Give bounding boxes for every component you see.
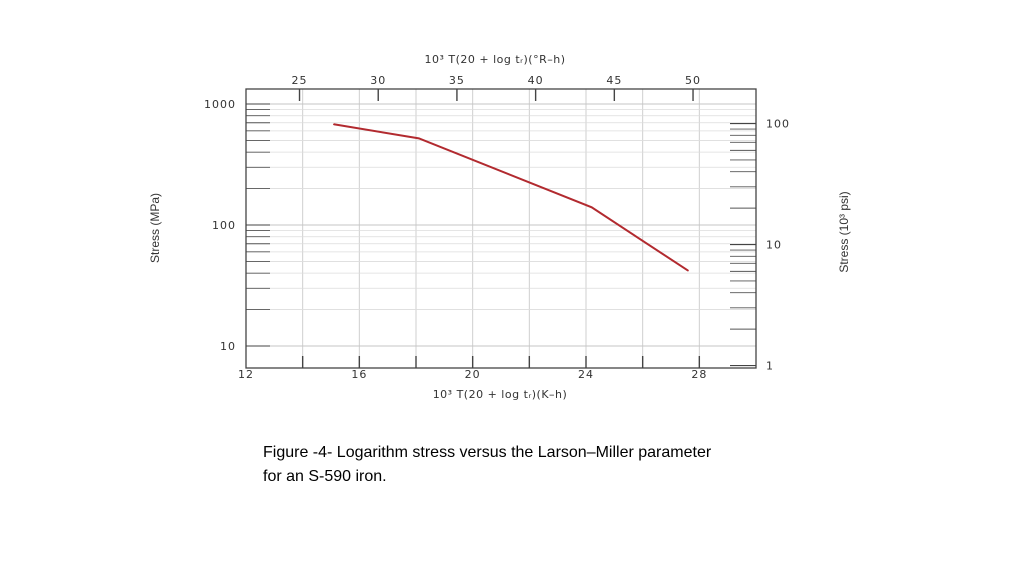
right-tick-label: 100 xyxy=(766,118,790,131)
top-tick-label: 30 xyxy=(370,74,386,87)
caption-line-1: Figure -4- Logarithm stress versus the L… xyxy=(263,444,712,461)
bottom-axis-title: 10³ T(20 + log tᵣ)(K–h) xyxy=(433,388,568,401)
tick-labels: 12 16 20 24 28 25 30 35 40 45 50 10 100 1000 1 10 100 xyxy=(204,74,790,381)
series-line xyxy=(333,123,689,272)
bottom-tick-label: 16 xyxy=(351,368,367,381)
bottom-tick-label: 28 xyxy=(691,368,707,381)
left-tick-label: 10 xyxy=(220,340,236,353)
series-point xyxy=(687,269,689,272)
top-tick-label: 35 xyxy=(449,74,465,87)
right-tick-label: 10 xyxy=(766,239,782,252)
caption-line-2: for an S-590 iron. xyxy=(263,468,387,485)
top-axis-title: 10³ T(20 + log tᵣ)(°R–h) xyxy=(424,53,565,66)
bottom-tick-label: 24 xyxy=(578,368,594,381)
top-tick-label: 50 xyxy=(685,74,701,87)
top-tick-label: 40 xyxy=(528,74,544,87)
series-point xyxy=(418,137,420,140)
grid xyxy=(246,89,756,368)
bottom-tick-label: 20 xyxy=(465,368,481,381)
series-point xyxy=(590,206,593,209)
right-axis-title: Stress (10³ psi) xyxy=(837,191,851,272)
top-tick-label: 45 xyxy=(606,74,622,87)
plot-frame xyxy=(245,88,757,369)
series-point xyxy=(333,123,335,126)
axis-ticks xyxy=(246,89,756,368)
top-tick-label: 25 xyxy=(292,74,308,87)
right-tick-label: 1 xyxy=(766,360,774,373)
figure-caption: Figure -4- Logarithm stress versus the L… xyxy=(263,441,783,489)
left-axis-title: Stress (MPa) xyxy=(148,193,162,263)
left-tick-label: 100 xyxy=(212,219,236,232)
left-tick-label: 1000 xyxy=(204,98,236,111)
bottom-tick-label: 12 xyxy=(238,368,254,381)
